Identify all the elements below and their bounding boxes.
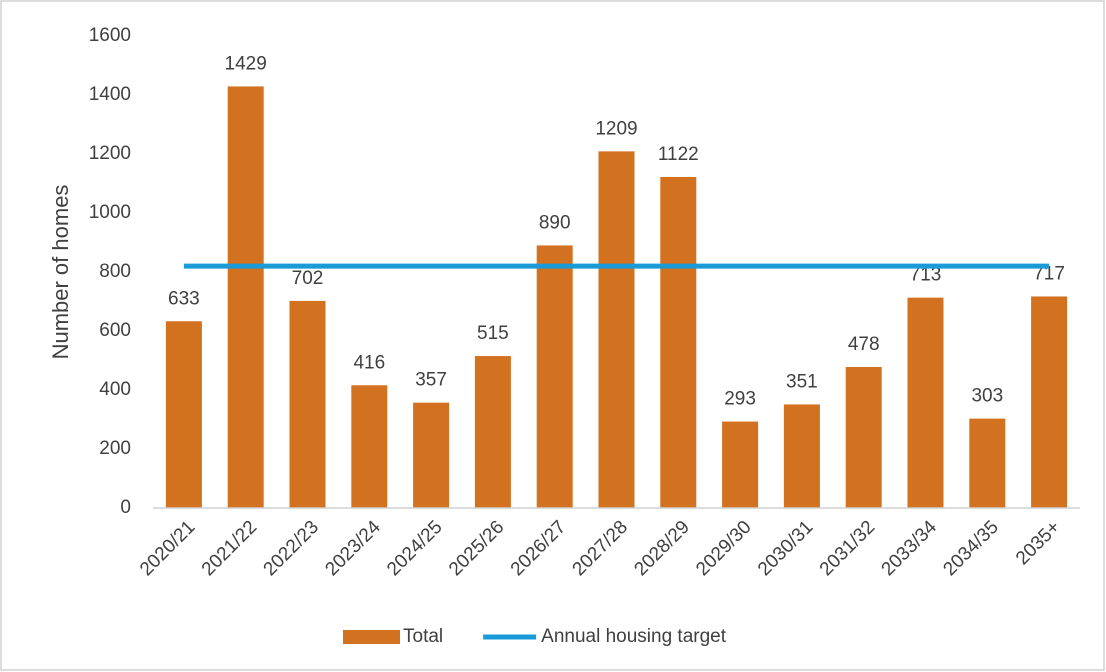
x-tick-label: 2030/31 (754, 517, 817, 580)
x-tick-label: 2020/21 (136, 517, 199, 580)
x-tick-label: 2027/28 (569, 517, 632, 580)
y-tick-label: 1000 (89, 202, 131, 223)
data-label: 478 (848, 334, 880, 355)
x-tick-label: 2034/35 (939, 517, 1002, 580)
bar (1031, 296, 1068, 508)
bar (413, 402, 450, 508)
x-tick-label: 2029/30 (692, 517, 755, 580)
bar (845, 366, 882, 508)
data-label: 1122 (658, 144, 699, 165)
x-tick-label: 2028/29 (630, 517, 693, 580)
data-label: 713 (910, 265, 942, 286)
bar (907, 297, 944, 508)
x-tick-label: 2031/32 (816, 517, 879, 580)
y-tick-label: 1200 (89, 143, 131, 164)
bar (783, 404, 820, 508)
data-label: 357 (415, 370, 447, 391)
data-label: 890 (539, 212, 571, 233)
y-tick-label: 200 (99, 438, 131, 459)
x-tick-label: 2022/23 (260, 517, 323, 580)
x-tick-label: 2026/27 (507, 517, 570, 580)
data-label: 351 (786, 371, 818, 392)
bar (969, 418, 1006, 508)
data-label: 702 (292, 268, 324, 289)
data-label: 416 (353, 352, 385, 373)
data-label: 1209 (595, 118, 637, 139)
data-label: 293 (724, 389, 756, 410)
x-tick-label: 2023/24 (321, 516, 385, 580)
y-tick-label: 1600 (89, 25, 131, 46)
bar (660, 177, 697, 508)
bar (722, 421, 759, 508)
legend-swatch (343, 630, 400, 644)
y-tick-label: 800 (99, 261, 131, 282)
bar (474, 356, 511, 508)
bar (536, 245, 573, 508)
legend-label: Total (403, 626, 443, 647)
data-label: 515 (477, 323, 509, 344)
y-tick-label: 0 (120, 497, 131, 518)
bar (351, 385, 388, 508)
x-tick-label: 2035+ (1012, 517, 1065, 570)
x-tick-label: 2024/25 (383, 517, 446, 580)
legend-label: Annual housing target (541, 626, 727, 647)
bar (598, 151, 635, 508)
data-label: 633 (168, 288, 200, 309)
y-tick-label: 600 (99, 320, 131, 341)
y-tick-label: 1400 (89, 84, 131, 105)
x-tick-label: 2021/22 (198, 517, 261, 580)
y-tick-label: 400 (99, 379, 131, 400)
x-tick-label: 2025/26 (445, 517, 508, 580)
data-label: 717 (1033, 264, 1065, 285)
data-label: 303 (971, 386, 1003, 407)
x-tick-label: 2033/34 (878, 516, 942, 580)
y-axis-label: Number of homes (48, 185, 73, 360)
bar (165, 321, 202, 508)
bar (289, 300, 326, 508)
bar (227, 86, 264, 508)
data-label: 1429 (225, 53, 267, 74)
